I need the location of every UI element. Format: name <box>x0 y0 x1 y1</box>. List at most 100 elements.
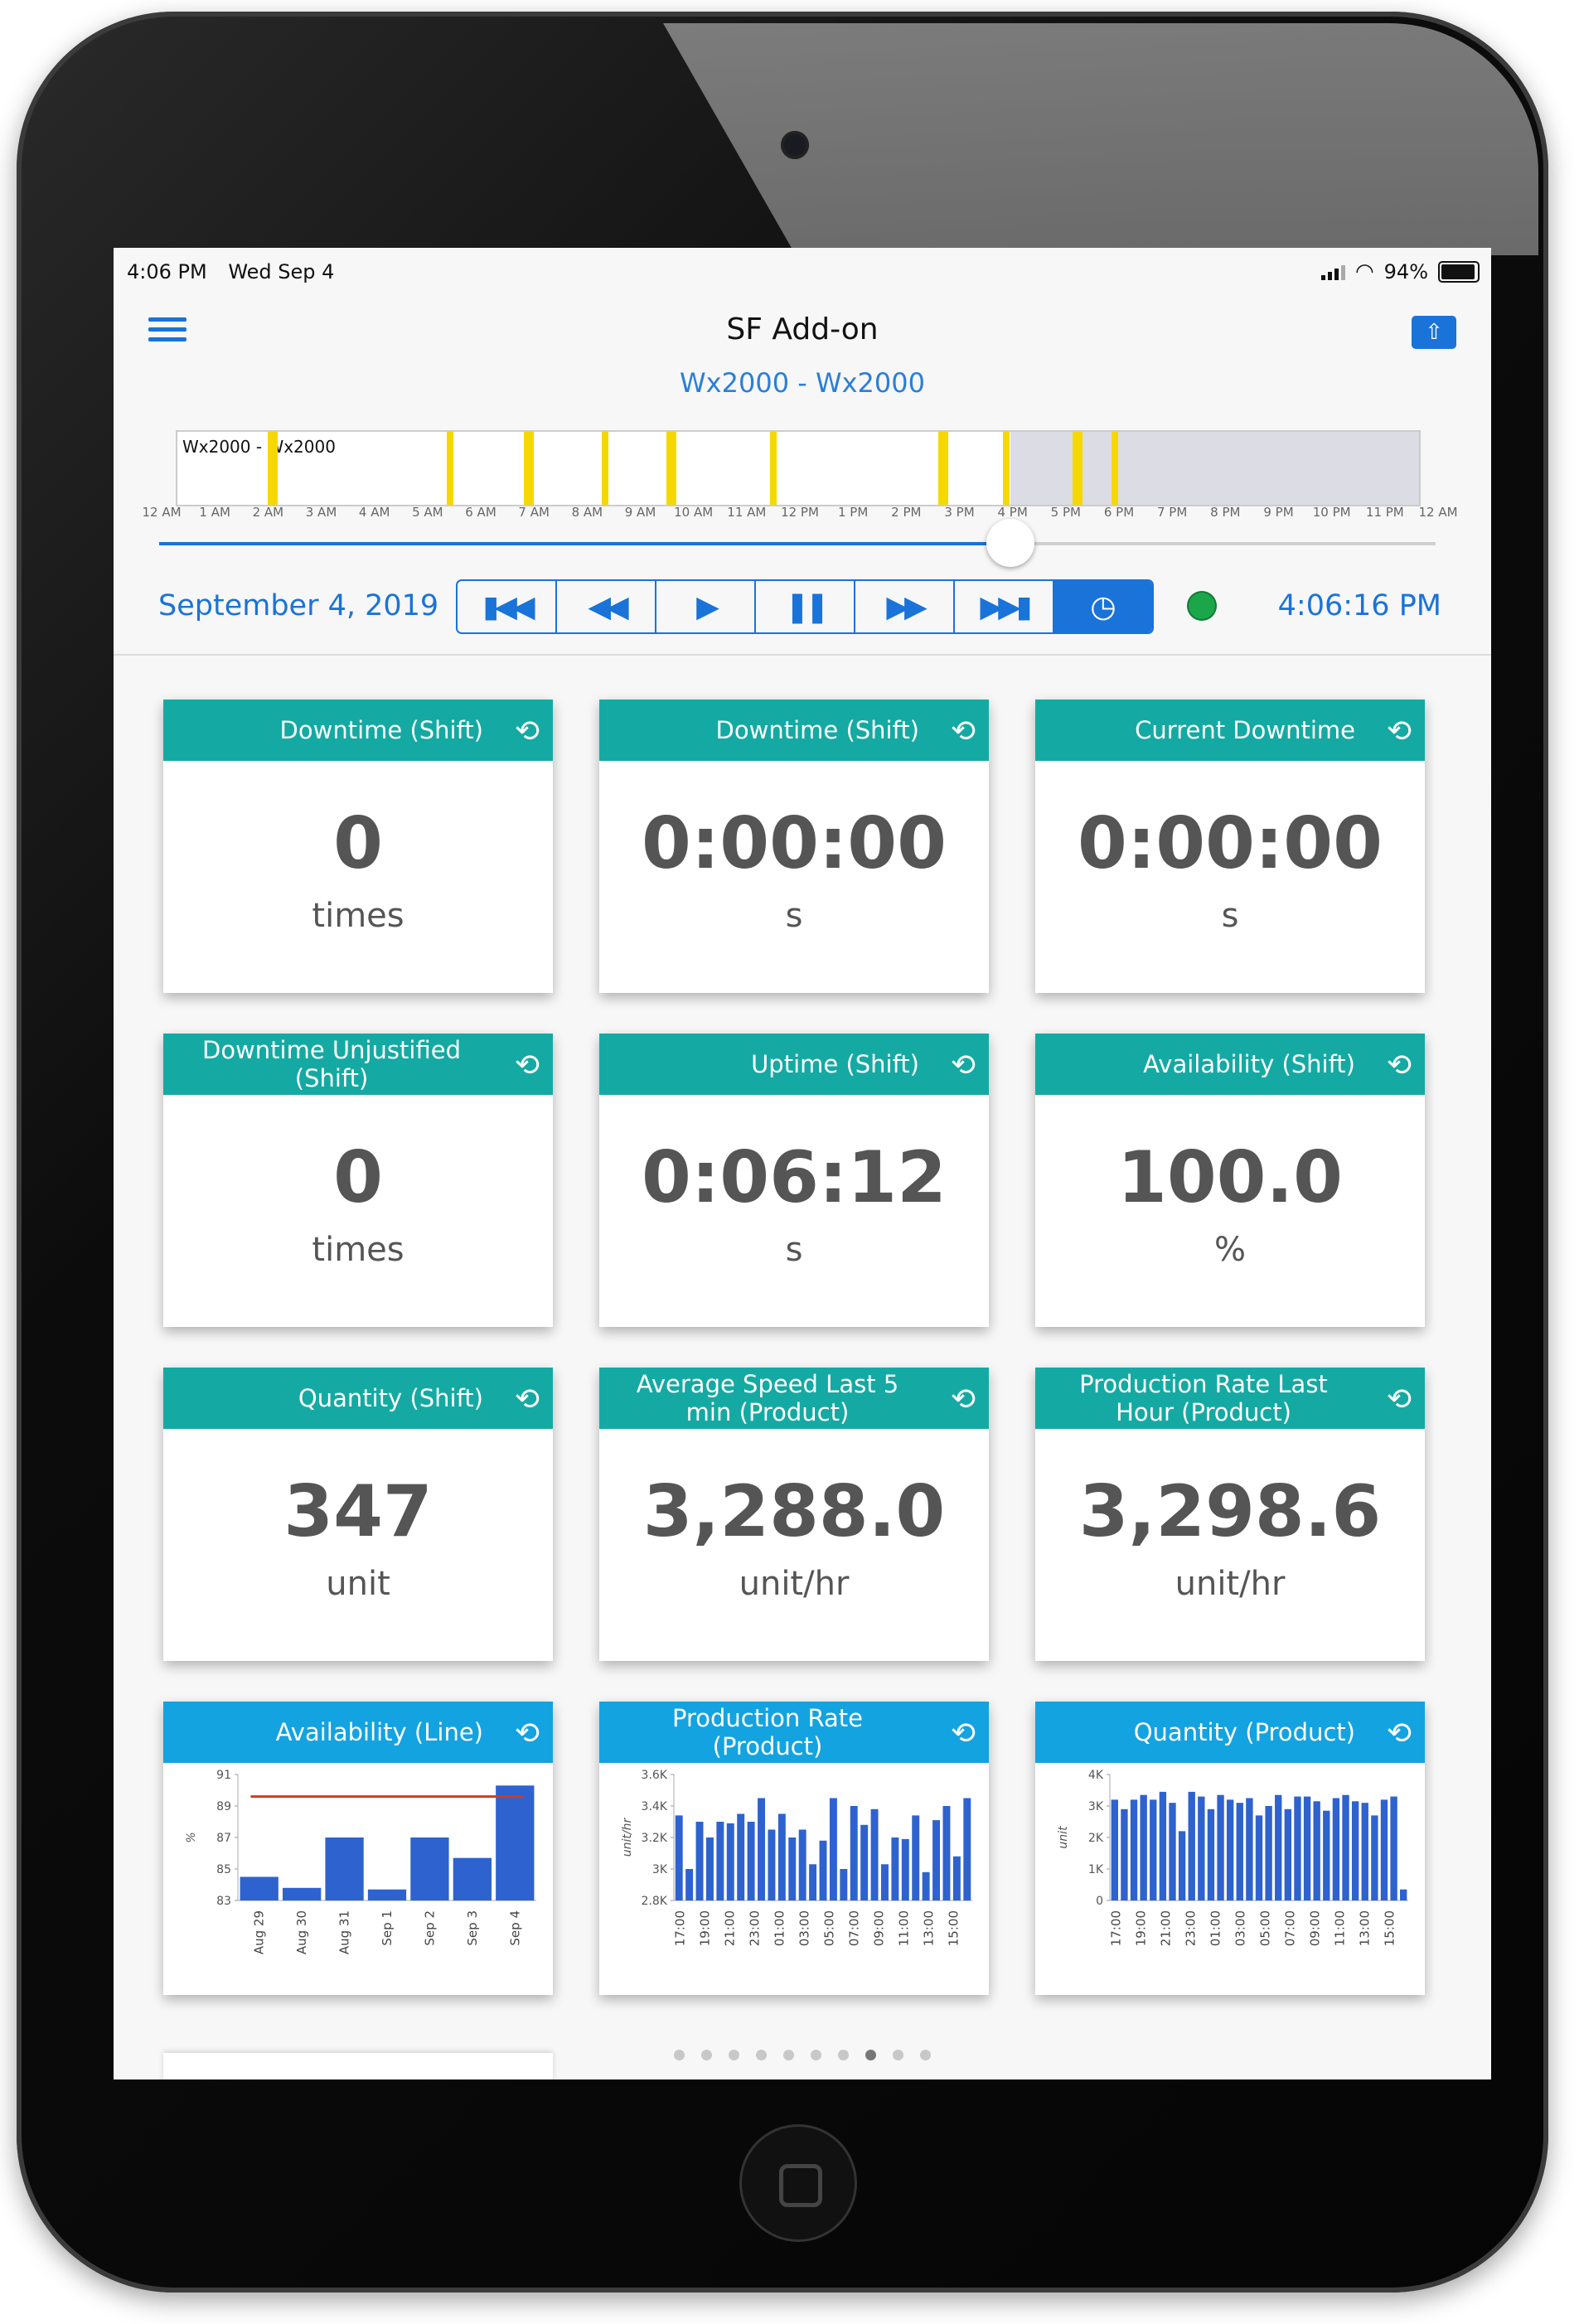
page-dot[interactable] <box>783 2050 794 2060</box>
bar[interactable] <box>453 1857 492 1900</box>
fast-forward-button[interactable]: ▶▶ <box>855 581 955 632</box>
downtime-marker[interactable] <box>1072 432 1083 505</box>
time-slider[interactable] <box>159 519 1436 567</box>
bar[interactable] <box>1236 1803 1243 1900</box>
bar[interactable] <box>367 1889 407 1900</box>
downtime-marker[interactable] <box>666 432 676 505</box>
bar[interactable] <box>850 1806 858 1900</box>
bar[interactable] <box>496 1785 535 1900</box>
bar[interactable] <box>716 1822 724 1900</box>
bar[interactable] <box>922 1871 930 1900</box>
rewind-button[interactable]: ◀◀ <box>557 581 656 632</box>
bar[interactable] <box>809 1864 817 1900</box>
clock-button[interactable]: ◷ <box>1054 581 1152 632</box>
bar[interactable] <box>1188 1791 1195 1900</box>
bar[interactable] <box>695 1822 704 1900</box>
pause-button[interactable]: ❚❚ <box>756 581 855 632</box>
refresh-icon[interactable]: ⟲ <box>514 1048 540 1082</box>
play-button[interactable]: ▶ <box>656 581 756 632</box>
current-date[interactable]: September 4, 2019 <box>158 589 439 622</box>
menu-icon[interactable] <box>148 317 186 346</box>
bar[interactable] <box>283 1887 322 1900</box>
kpi-card[interactable]: Downtime (Shift) ⟲ 0:00:00 s <box>599 700 989 993</box>
refresh-icon[interactable]: ⟲ <box>950 714 976 748</box>
bar[interactable] <box>1332 1798 1340 1901</box>
bar[interactable] <box>747 1822 755 1900</box>
bar[interactable] <box>1150 1799 1157 1900</box>
page-dot[interactable] <box>729 2050 739 2060</box>
bar[interactable] <box>912 1815 920 1900</box>
downtime-timeline[interactable]: Wx2000 - Wx2000 <box>176 430 1421 506</box>
time-slider-knob[interactable] <box>986 519 1034 567</box>
page-dot[interactable] <box>920 2050 931 2060</box>
bar[interactable] <box>1198 1796 1205 1900</box>
bar[interactable] <box>870 1808 879 1900</box>
bar[interactable] <box>325 1837 364 1900</box>
bar[interactable] <box>1361 1803 1368 1900</box>
home-button[interactable] <box>742 2127 855 2239</box>
bar[interactable] <box>1169 1803 1176 1900</box>
refresh-icon[interactable]: ⟲ <box>950 1382 976 1416</box>
bar[interactable] <box>1275 1794 1282 1900</box>
page-dot[interactable] <box>865 2050 876 2060</box>
kpi-card[interactable]: Availability (Shift) ⟲ 100.0% <box>1035 1034 1425 1327</box>
page-dot[interactable] <box>893 2050 903 2060</box>
bar[interactable] <box>1303 1796 1311 1900</box>
kpi-card[interactable]: Availability (Line) ⟲ 83 85 87 89 91% Aug 29 Aug… <box>163 1702 553 1995</box>
kpi-card[interactable]: Downtime (Shift) ⟲ 0 times <box>163 700 553 993</box>
bar[interactable] <box>1217 1794 1224 1900</box>
bar[interactable] <box>1130 1799 1138 1900</box>
bar[interactable] <box>410 1837 449 1900</box>
kpi-card[interactable]: Quantity (Shift) ⟲ 347 unit <box>163 1368 553 1661</box>
bar[interactable] <box>1159 1791 1167 1900</box>
line-title[interactable]: Wx2000 - Wx2000 <box>680 367 925 399</box>
bar[interactable] <box>758 1798 765 1901</box>
bar[interactable] <box>1351 1801 1359 1900</box>
kpi-card[interactable]: Production Rate Last Hour (Product) ⟲ 3,29… <box>1035 1368 1425 1661</box>
page-dot[interactable] <box>811 2050 821 2060</box>
page-dot[interactable] <box>674 2050 685 2060</box>
bar[interactable] <box>675 1815 683 1900</box>
refresh-icon[interactable]: ⟲ <box>1386 1048 1412 1082</box>
kpi-card[interactable]: Quantity (Product) ⟲ 0 1K 2K 3K 4K unit 17:00 19:… <box>1035 1702 1425 1995</box>
bar[interactable] <box>777 1813 786 1901</box>
kpi-card[interactable]: Downtime Unjustified (Shift) ⟲ 0 times <box>163 1034 553 1327</box>
bar[interactable] <box>829 1798 837 1901</box>
bar[interactable] <box>737 1813 745 1901</box>
skip-to-end-button[interactable]: ▶▶▮ <box>955 581 1054 632</box>
page-indicator[interactable] <box>114 2048 1491 2064</box>
bar[interactable] <box>1111 1799 1118 1900</box>
kpi-card[interactable]: Average Speed Last 5 min (Product) ⟲ 3,288… <box>599 1368 989 1661</box>
bar[interactable] <box>1342 1794 1349 1900</box>
downtime-marker[interactable] <box>1111 432 1118 505</box>
bar[interactable] <box>881 1864 889 1900</box>
refresh-icon[interactable]: ⟲ <box>950 1716 976 1750</box>
bar[interactable] <box>1294 1796 1301 1900</box>
bar[interactable] <box>860 1824 869 1900</box>
downtime-marker[interactable] <box>1002 432 1010 505</box>
downtime-marker[interactable] <box>524 432 535 505</box>
kpi-card[interactable]: Production Rate (Product) ⟲ 2.8K 3K 3.2K 3.4K… <box>599 1702 989 1995</box>
bar[interactable] <box>840 1869 848 1900</box>
refresh-icon[interactable]: ⟲ <box>1386 714 1412 748</box>
downtime-marker[interactable] <box>268 432 279 505</box>
bar[interactable] <box>1226 1799 1234 1900</box>
refresh-icon[interactable]: ⟲ <box>514 1382 540 1416</box>
downtime-marker[interactable] <box>937 432 948 505</box>
bar[interactable] <box>1390 1796 1397 1900</box>
bar[interactable] <box>726 1823 734 1900</box>
bar[interactable] <box>685 1869 694 1900</box>
bar[interactable] <box>952 1856 961 1900</box>
share-icon[interactable]: ⇧ <box>1412 316 1456 349</box>
bar[interactable] <box>1380 1799 1388 1900</box>
kpi-card[interactable]: Current Downtime ⟲ 0:00:00 s <box>1035 700 1425 993</box>
skip-to-start-button[interactable]: ▮◀◀ <box>458 581 557 632</box>
bar[interactable] <box>1140 1794 1147 1900</box>
bar[interactable] <box>1121 1808 1128 1900</box>
page-dot[interactable] <box>701 2050 712 2060</box>
bar[interactable] <box>1246 1798 1253 1901</box>
bar[interactable] <box>1313 1801 1320 1900</box>
bar[interactable] <box>1255 1815 1263 1900</box>
bar[interactable] <box>1207 1808 1215 1900</box>
bar[interactable] <box>1323 1810 1330 1900</box>
